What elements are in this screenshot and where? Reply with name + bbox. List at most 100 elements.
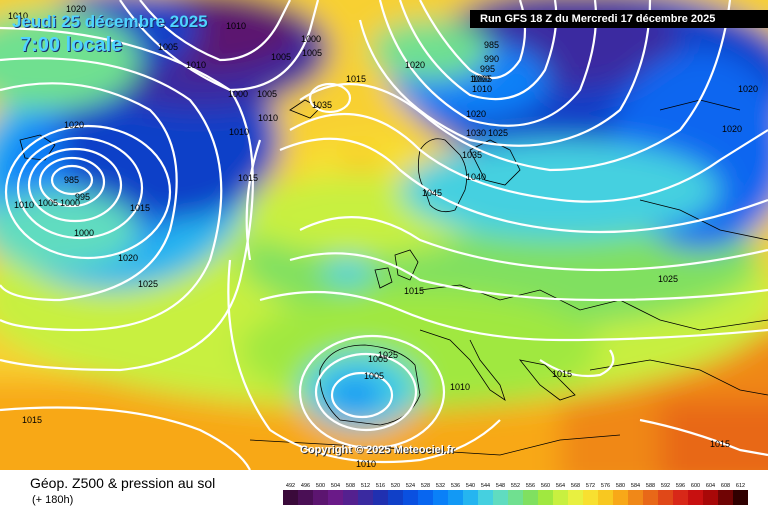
- isobar-label: 1005: [38, 198, 58, 208]
- isobar-label: 1025: [138, 279, 158, 289]
- scale-swatch: [328, 490, 343, 505]
- isobar-label: 1010: [356, 459, 376, 469]
- scale-tick-label: 608: [721, 483, 730, 489]
- isobar-label: 1010: [229, 127, 249, 137]
- isobar-label: 1000: [301, 34, 321, 44]
- color-field: [0, 0, 768, 470]
- isobar-label: 1020: [738, 84, 758, 94]
- isobar-labels: 1010 1020 1005 1010 1000 1010 1005 1005 …: [8, 4, 758, 469]
- isobar-label: 1010: [226, 21, 246, 31]
- isobar-label: 1035: [462, 150, 482, 160]
- scale-swatch: [478, 490, 493, 505]
- isobar-label: 1020: [722, 124, 742, 134]
- scale-tick-label: 552: [511, 483, 520, 489]
- isobar-label: 1020: [405, 60, 425, 70]
- isobar-label: 1035: [312, 100, 332, 110]
- color-scale: 492 496 500 504 508 512 516 520 524 528 532 536 540 5…: [283, 483, 748, 505]
- scale-swatch: [688, 490, 703, 505]
- scale-swatch: [538, 490, 553, 505]
- isobar-label: 995: [75, 192, 90, 202]
- scale-tick-label: 504: [331, 483, 340, 489]
- isobar-label: 1005: [472, 74, 492, 84]
- scale-swatch: [658, 490, 673, 505]
- scale-tick-label: 528: [421, 483, 430, 489]
- scale-swatch: [583, 490, 598, 505]
- isobar-label: 1025: [658, 274, 678, 284]
- isobar-label: 1005: [368, 354, 388, 364]
- isobar-label: 1025: [488, 128, 508, 138]
- scale-swatch: [568, 490, 583, 505]
- scale-tick-label: 600: [691, 483, 700, 489]
- isobar-label: 1015: [710, 439, 730, 449]
- scale-swatch: [433, 490, 448, 505]
- scale-swatch: [283, 490, 298, 505]
- isobars: [0, 0, 768, 470]
- forecast-date: Jeudi 25 décembre 2025: [12, 12, 208, 31]
- isobar-label: 1015: [404, 286, 424, 296]
- scale-tick-label: 588: [646, 483, 655, 489]
- isobar-label: 1010: [472, 84, 492, 94]
- isobar-label: 1010: [186, 60, 206, 70]
- scale-swatch: [448, 490, 463, 505]
- isobar-label: 1010: [8, 11, 28, 21]
- scale-tick-label: 576: [601, 483, 610, 489]
- scale-swatch: [733, 490, 748, 505]
- scale-tick-label: 604: [706, 483, 715, 489]
- geopotential-field: 1010 1020 1005 1010 1000 1010 1005 1005 …: [0, 0, 768, 470]
- scale-tick-label: 568: [571, 483, 580, 489]
- scale-tick-label: 500: [316, 483, 325, 489]
- scale-swatch: [298, 490, 313, 505]
- scale-swatch: [388, 490, 403, 505]
- isobar-label: 1030: [466, 128, 486, 138]
- scale-swatch: [628, 490, 643, 505]
- isobar-label: 1000: [74, 228, 94, 238]
- scale-tick-label: 584: [631, 483, 640, 489]
- isobar-label: 1040: [466, 172, 486, 182]
- scale-swatch: [598, 490, 613, 505]
- scale-tick-label: 544: [481, 483, 490, 489]
- run-info: Run GFS 18 Z du Mercredi 17 décembre 202…: [470, 10, 768, 28]
- scale-swatch: [463, 490, 478, 505]
- isobar-label: 1045: [422, 188, 442, 198]
- isobar-label: 1005: [257, 89, 277, 99]
- scale-tick-label: 592: [661, 483, 670, 489]
- isobar-label: 1020: [66, 4, 86, 14]
- isobar-label: 1015: [238, 173, 258, 183]
- isobar-label: 1020: [466, 109, 486, 119]
- scale-swatch: [358, 490, 373, 505]
- forecast-range: (+ 180h): [32, 494, 74, 506]
- isobar-label: 1000: [228, 89, 248, 99]
- scale-tick-label: 540: [466, 483, 475, 489]
- scale-swatch: [313, 490, 328, 505]
- scale-tick-label: 564: [556, 483, 565, 489]
- scale-tick-label: 512: [361, 483, 370, 489]
- isobar-label: 1015: [552, 369, 572, 379]
- scale-tick-label: 612: [736, 483, 745, 489]
- scale-tick-label: 532: [436, 483, 445, 489]
- scale-swatch: [343, 490, 358, 505]
- scale-swatch: [673, 490, 688, 505]
- weather-map: 1010 1020 1005 1010 1000 1010 1005 1005 …: [0, 0, 768, 470]
- isobar-label: 985: [64, 175, 79, 185]
- scale-swatch: [553, 490, 568, 505]
- scale-tick-label: 560: [541, 483, 550, 489]
- isobar-label: 1015: [346, 74, 366, 84]
- scale-tick-label: 572: [586, 483, 595, 489]
- isobar-label: 1000: [60, 198, 80, 208]
- isobar-label: 1000: [470, 74, 490, 84]
- isobar-label: 985: [484, 40, 499, 50]
- scale-tick-label: 548: [496, 483, 505, 489]
- isobar-label: 1005: [158, 42, 178, 52]
- scale-swatch: [373, 490, 388, 505]
- isobar-label: 990: [484, 54, 499, 64]
- isobar-label: 1015: [130, 203, 150, 213]
- isobar-label: 1005: [302, 48, 322, 58]
- scale-tick-label: 580: [616, 483, 625, 489]
- scale-tick-label: 536: [451, 483, 460, 489]
- forecast-time: 7:00 locale: [20, 34, 123, 56]
- scale-swatch: [493, 490, 508, 505]
- scale-tick-label: 496: [301, 483, 310, 489]
- scale-swatch: [523, 490, 538, 505]
- isobar-label: 995: [480, 64, 495, 74]
- scale-swatch: [643, 490, 658, 505]
